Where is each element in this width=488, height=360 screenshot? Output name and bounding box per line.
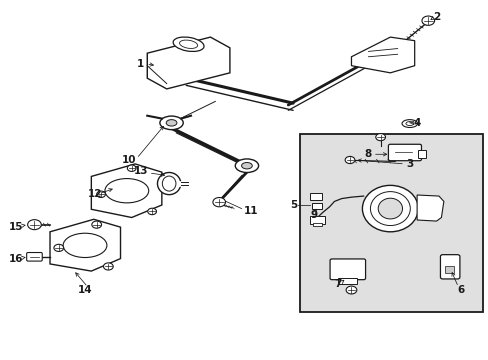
Text: 8: 8	[364, 149, 371, 159]
Circle shape	[103, 263, 113, 270]
Circle shape	[147, 208, 156, 215]
Ellipse shape	[173, 37, 203, 51]
Bar	[445, 266, 453, 273]
Bar	[300, 134, 482, 312]
Circle shape	[346, 286, 356, 294]
FancyBboxPatch shape	[387, 144, 421, 161]
Ellipse shape	[157, 172, 181, 195]
FancyBboxPatch shape	[27, 252, 42, 261]
Circle shape	[345, 157, 354, 163]
Text: 5: 5	[289, 200, 296, 210]
Text: 13: 13	[134, 166, 148, 176]
Circle shape	[97, 191, 105, 198]
Bar	[309, 193, 322, 200]
Circle shape	[212, 198, 225, 207]
Text: 3: 3	[405, 159, 412, 169]
Text: 14: 14	[78, 285, 92, 295]
Text: 7: 7	[334, 279, 341, 289]
Text: 9: 9	[310, 210, 317, 220]
Circle shape	[421, 16, 434, 25]
Text: 11: 11	[243, 206, 258, 216]
Bar	[311, 203, 322, 208]
Bar	[312, 223, 322, 226]
Polygon shape	[91, 164, 162, 217]
FancyBboxPatch shape	[440, 255, 459, 279]
Bar	[417, 150, 426, 158]
Circle shape	[375, 134, 385, 141]
Polygon shape	[351, 37, 414, 73]
Ellipse shape	[162, 176, 176, 191]
Text: 10: 10	[122, 156, 136, 165]
Bar	[309, 216, 324, 224]
Text: 6: 6	[456, 285, 464, 295]
Ellipse shape	[377, 198, 402, 219]
FancyBboxPatch shape	[329, 259, 365, 280]
Polygon shape	[416, 195, 443, 221]
Ellipse shape	[241, 162, 252, 169]
Ellipse shape	[166, 120, 177, 126]
Circle shape	[28, 220, 41, 230]
Ellipse shape	[401, 120, 417, 127]
Bar	[337, 278, 357, 284]
Text: 1: 1	[136, 59, 143, 69]
Polygon shape	[50, 219, 120, 271]
Text: 15: 15	[9, 222, 23, 232]
Circle shape	[54, 244, 63, 251]
Ellipse shape	[160, 116, 183, 130]
Ellipse shape	[362, 185, 417, 232]
Text: 12: 12	[87, 189, 102, 199]
Polygon shape	[147, 37, 229, 89]
Text: 2: 2	[432, 12, 440, 22]
Circle shape	[127, 165, 136, 171]
Text: 16: 16	[9, 254, 23, 264]
Ellipse shape	[235, 159, 258, 172]
Circle shape	[92, 221, 102, 228]
Text: 4: 4	[413, 118, 420, 128]
